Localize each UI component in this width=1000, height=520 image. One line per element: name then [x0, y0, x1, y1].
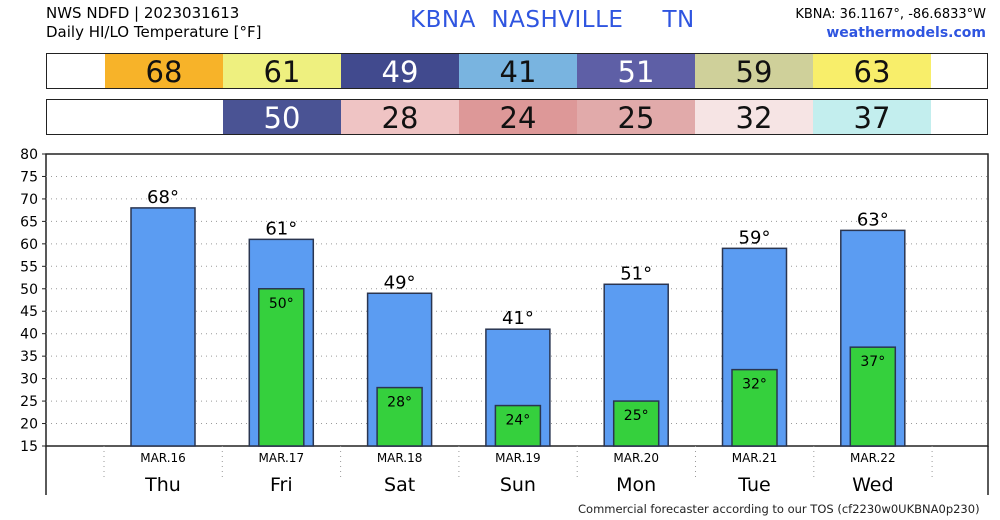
station-title: KBNA NASHVILLE TN — [410, 7, 695, 33]
y-tick-label: 30 — [20, 372, 38, 388]
footer-note: Commercial forecaster according to our T… — [578, 502, 980, 516]
low-bar — [731, 368, 778, 447]
hi-cell-1: 61 — [223, 54, 341, 89]
variable-line: Daily HI/LO Temperature [°F] — [46, 23, 262, 41]
high-label: 61° — [265, 218, 297, 239]
hi-cell-4: 51 — [577, 54, 695, 89]
y-tick-label: 50 — [20, 282, 38, 298]
header-right: KBNA: 36.1167°, -86.6833°W weathermodels… — [795, 5, 986, 43]
lo-cell-5: 32 — [695, 100, 813, 135]
date-label: MAR.17 — [259, 451, 305, 465]
lo-cell-0 — [105, 100, 223, 134]
low-bar — [258, 288, 305, 447]
y-tick-label: 70 — [20, 192, 38, 208]
site-link[interactable]: weathermodels.com — [826, 25, 986, 41]
lo-cell-3: 24 — [459, 100, 577, 135]
day-label: Thu — [144, 474, 181, 496]
high-label: 59° — [739, 227, 771, 248]
high-label: 51° — [620, 263, 652, 284]
low-bar — [494, 404, 542, 447]
hi-cell-2: 49 — [341, 54, 459, 89]
lo-cell-6: 37 — [813, 100, 931, 135]
day-label: Wed — [852, 474, 893, 496]
low-label: 37° — [860, 354, 885, 370]
hi-cell-6: 63 — [813, 54, 931, 89]
product-line: NWS NDFD | 2023031613 — [46, 4, 240, 22]
day-label: Sat — [384, 474, 415, 496]
low-bar — [612, 400, 660, 447]
high-temp-strip: 68 61 49 41 51 59 63 — [46, 53, 988, 89]
y-tick-label: 80 — [20, 147, 38, 163]
day-label: Fri — [270, 474, 293, 496]
y-tick-label: 60 — [20, 237, 38, 253]
header-left: NWS NDFD | 2023031613 Daily HI/LO Temper… — [46, 4, 262, 42]
date-label: MAR.19 — [495, 451, 541, 465]
high-label: 41° — [502, 308, 534, 329]
day-label: Tue — [737, 474, 770, 496]
high-label: 68° — [147, 187, 179, 208]
low-label: 28° — [387, 395, 412, 411]
high-bar — [130, 207, 196, 447]
hi-cell-3: 41 — [459, 54, 577, 89]
y-tick-label: 55 — [20, 259, 38, 275]
high-label: 49° — [384, 272, 416, 293]
station-coords: KBNA: 36.1167°, -86.6833°W — [795, 7, 986, 22]
low-label: 25° — [624, 408, 649, 424]
low-bar — [849, 346, 897, 447]
y-tick-label: 15 — [20, 439, 38, 455]
y-tick-label: 65 — [20, 214, 38, 230]
y-tick-label: 40 — [20, 327, 38, 343]
lo-cell-2: 28 — [341, 100, 459, 135]
y-tick-label: 75 — [20, 169, 38, 185]
high-label: 63° — [857, 209, 889, 230]
date-label: MAR.21 — [732, 451, 778, 465]
date-label: MAR.20 — [613, 451, 659, 465]
date-label: MAR.18 — [377, 451, 423, 465]
y-tick-label: 45 — [20, 304, 38, 320]
hi-cell-0: 68 — [105, 54, 223, 89]
y-tick-label: 25 — [20, 394, 38, 410]
day-label: Sun — [500, 474, 536, 496]
low-label: 24° — [505, 413, 530, 429]
low-temp-strip: 50 28 24 25 32 37 — [46, 99, 988, 135]
lo-cell-4: 25 — [577, 100, 695, 135]
hi-cell-5: 59 — [695, 54, 813, 89]
date-label: MAR.22 — [850, 451, 896, 465]
y-tick-label: 35 — [20, 349, 38, 365]
y-tick-label: 20 — [20, 417, 38, 433]
date-label: MAR.16 — [140, 451, 186, 465]
low-label: 32° — [742, 377, 767, 393]
low-bar — [376, 386, 423, 447]
lo-cell-1: 50 — [223, 100, 341, 135]
low-label: 50° — [269, 296, 294, 312]
day-label: Mon — [616, 474, 656, 496]
